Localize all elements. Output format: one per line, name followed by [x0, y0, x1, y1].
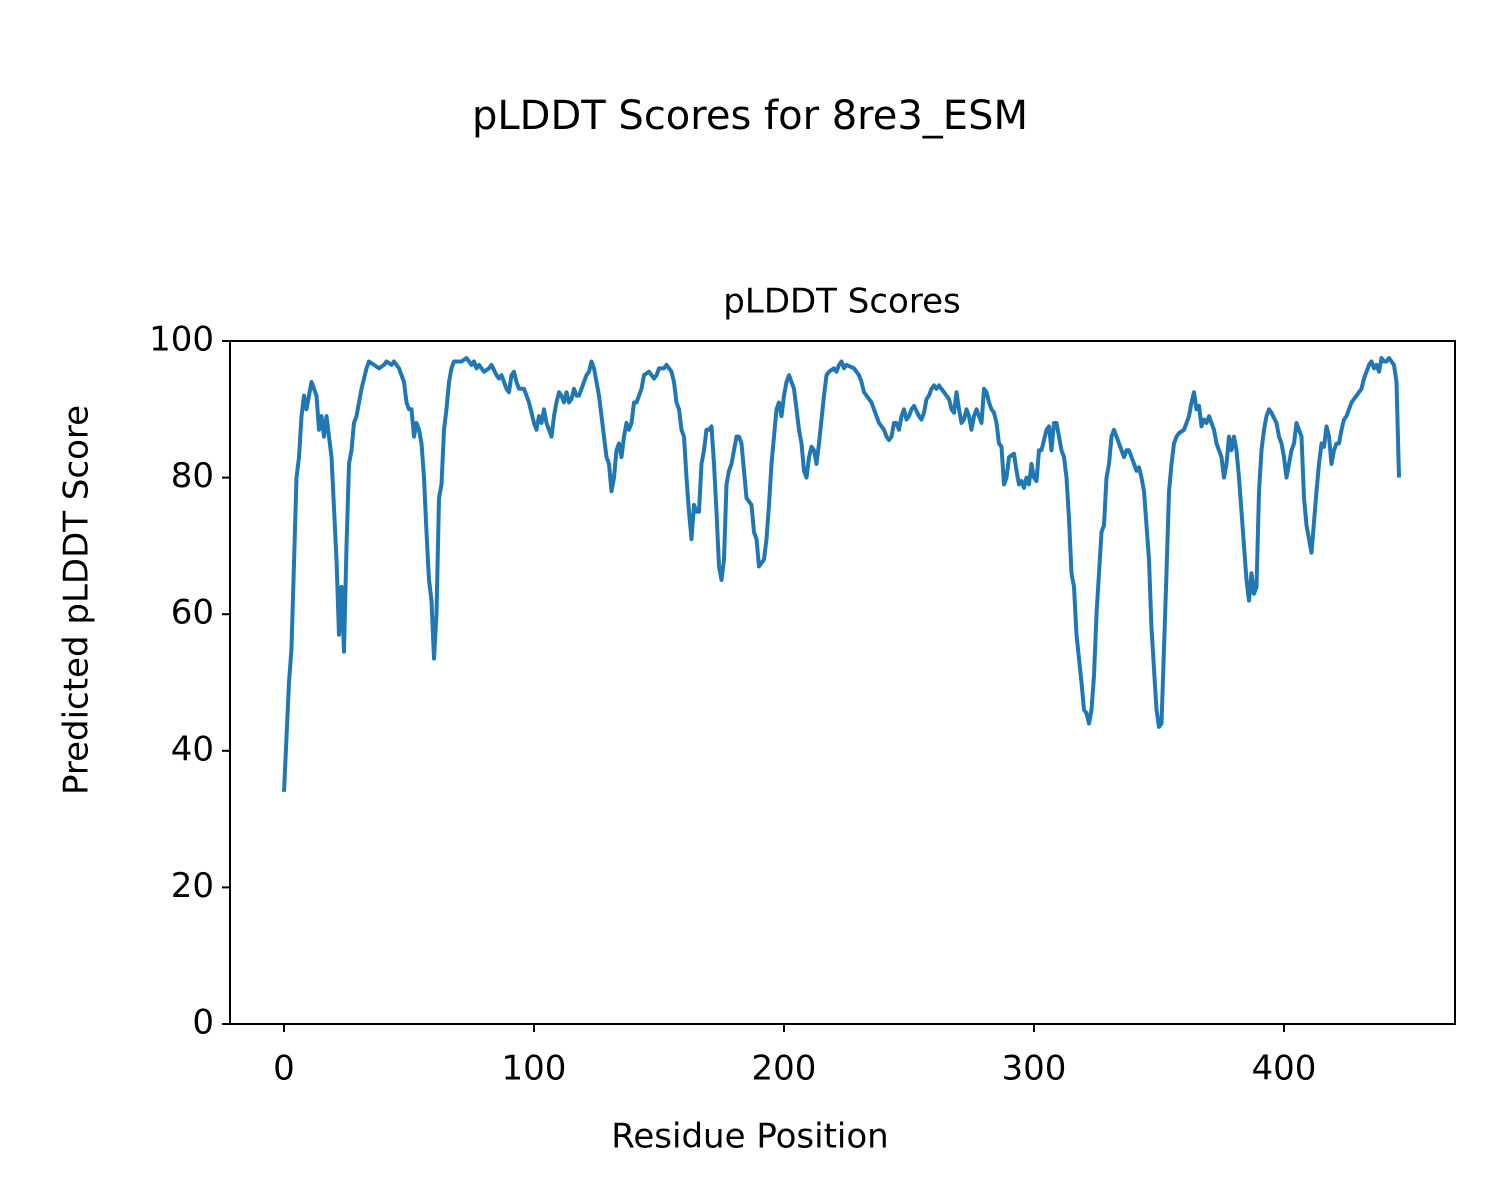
y-tick-label: 0: [192, 1003, 214, 1043]
y-tick-label: 80: [171, 456, 214, 496]
x-tick-label: 0: [273, 1049, 295, 1089]
y-tick-label: 40: [171, 729, 214, 769]
chart-subtitle: pLDDT Scores: [723, 282, 960, 322]
y-tick-label: 100: [149, 320, 214, 360]
data-line: [282, 356, 1401, 792]
y-axis-label: Predicted pLDDT Score: [57, 405, 97, 795]
x-axis-label: Residue Position: [611, 1117, 888, 1157]
y-tick-label: 20: [171, 866, 214, 906]
x-tick-label: 400: [1252, 1049, 1317, 1089]
x-tick-label: 200: [752, 1049, 817, 1089]
chart-title: pLDDT Scores for 8re3_ESM: [472, 93, 1028, 139]
plot-frame: [229, 340, 1456, 1025]
x-tick-label: 300: [1002, 1049, 1067, 1089]
y-tick-label: 60: [171, 593, 214, 633]
x-tick-label: 100: [502, 1049, 567, 1089]
